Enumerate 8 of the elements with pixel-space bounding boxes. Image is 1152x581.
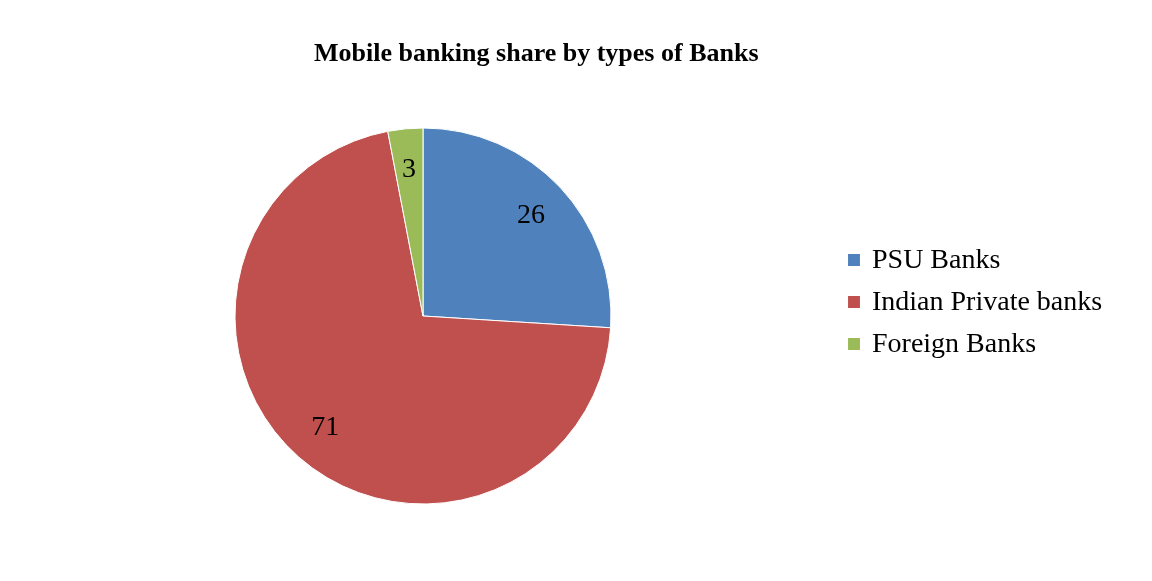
data-label: 71 bbox=[311, 410, 340, 442]
legend-label: Indian Private banks bbox=[872, 285, 1103, 316]
pie-slice bbox=[234, 130, 612, 505]
legend-label: PSU Banks bbox=[872, 243, 1001, 274]
legend-label: Foreign Banks bbox=[872, 327, 1037, 358]
data-label: 3 bbox=[402, 151, 417, 183]
data-label: 26 bbox=[516, 197, 545, 229]
chart-title: Mobile banking share by types of Banks bbox=[314, 38, 759, 67]
